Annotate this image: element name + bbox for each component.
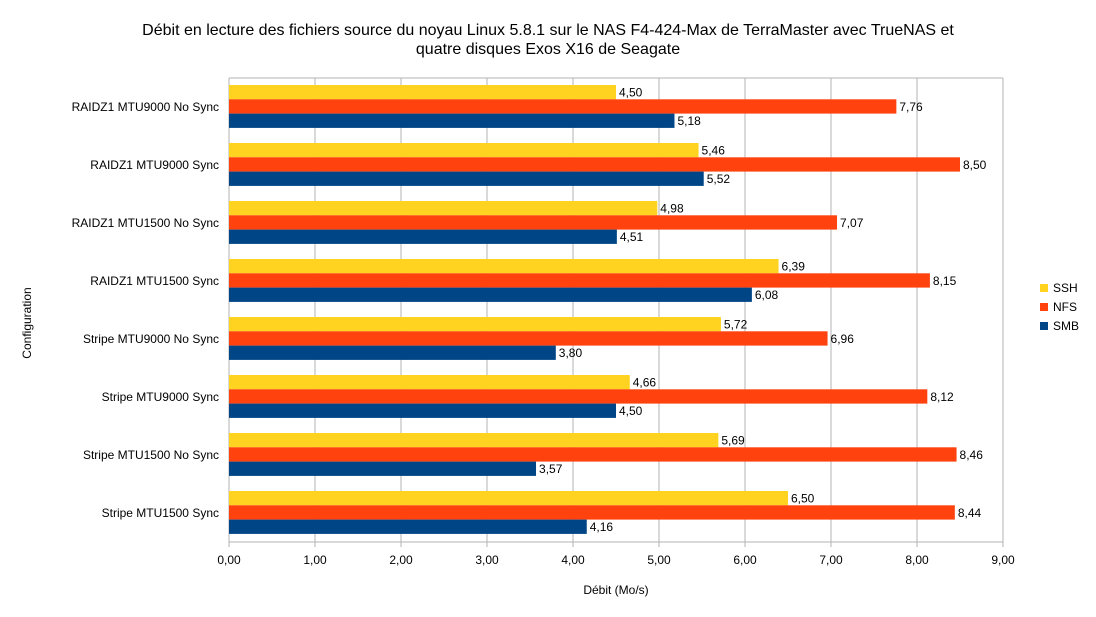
data-label: 8,44 — [958, 506, 982, 520]
bar-nfs — [229, 331, 828, 346]
chart-title-line-2: quatre disques Exos X16 de Seagate — [415, 41, 681, 58]
x-tick-label: 9,00 — [991, 553, 1015, 567]
legend-swatch-smb — [1040, 322, 1048, 330]
legend-label-ssh: SSH — [1053, 281, 1078, 295]
bar-ssh — [229, 143, 699, 158]
y-axis-label: Configuration — [20, 287, 34, 358]
data-label: 4,98 — [660, 202, 684, 216]
legend-swatch-nfs — [1040, 303, 1048, 311]
bar-nfs — [229, 273, 930, 288]
bar-nfs — [229, 157, 960, 172]
x-tick-label: 8,00 — [905, 553, 929, 567]
y-tick-label: RAIDZ1 MTU9000 Sync — [90, 158, 219, 172]
y-tick-label: RAIDZ1 MTU9000 No Sync — [72, 100, 219, 114]
data-label: 3,80 — [559, 346, 583, 360]
x-tick-label: 3,00 — [475, 553, 499, 567]
data-label: 8,12 — [930, 390, 954, 404]
bar-smb — [229, 461, 537, 476]
data-label: 3,57 — [539, 462, 563, 476]
data-label: 6,39 — [782, 260, 806, 274]
data-label: 5,52 — [707, 172, 731, 186]
x-tick-label: 7,00 — [819, 553, 843, 567]
x-axis-label: Débit (Mo/s) — [583, 583, 648, 597]
y-tick-label: RAIDZ1 MTU1500 No Sync — [72, 216, 219, 230]
data-label: 4,66 — [633, 376, 657, 390]
data-label: 4,50 — [619, 404, 643, 418]
bar-smb — [229, 519, 587, 534]
data-label: 8,15 — [933, 274, 957, 288]
x-tick-label: 1,00 — [303, 553, 327, 567]
y-tick-label: RAIDZ1 MTU1500 Sync — [90, 274, 219, 288]
bar-ssh — [229, 433, 719, 448]
bar-nfs — [229, 99, 897, 114]
legend-label-nfs: NFS — [1053, 300, 1077, 314]
bar-ssh — [229, 317, 721, 332]
bar-smb — [229, 287, 752, 302]
data-label: 6,96 — [831, 332, 855, 346]
data-label: 5,46 — [702, 144, 726, 158]
legend-swatch-ssh — [1040, 284, 1048, 292]
data-label: 4,16 — [590, 520, 614, 534]
bar-ssh — [229, 85, 616, 100]
data-label: 5,18 — [677, 114, 701, 128]
bar-ssh — [229, 201, 658, 216]
y-tick-label: Stripe MTU9000 Sync — [102, 390, 219, 404]
x-tick-label: 5,00 — [647, 553, 671, 567]
legend-label-smb: SMB — [1053, 319, 1079, 333]
bar-nfs — [229, 389, 928, 404]
bar-nfs — [229, 505, 955, 520]
bar-smb — [229, 113, 675, 128]
bar-ssh — [229, 491, 788, 506]
y-tick-label: Stripe MTU1500 Sync — [102, 506, 219, 520]
data-label: 6,50 — [791, 492, 815, 506]
data-label: 7,07 — [840, 216, 864, 230]
data-label: 8,50 — [963, 158, 987, 172]
bar-nfs — [229, 215, 838, 230]
bar-nfs — [229, 447, 957, 462]
x-tick-label: 2,00 — [389, 553, 413, 567]
bar-ssh — [229, 259, 779, 274]
x-tick-label: 0,00 — [217, 553, 241, 567]
bar-ssh — [229, 375, 630, 390]
bar-smb — [229, 229, 617, 244]
bar-smb — [229, 403, 616, 418]
y-tick-label: Stripe MTU9000 No Sync — [83, 332, 219, 346]
data-label: 7,76 — [899, 100, 923, 114]
bar-smb — [229, 171, 704, 186]
x-tick-label: 6,00 — [733, 553, 757, 567]
bar-smb — [229, 345, 556, 360]
x-tick-label: 4,00 — [561, 553, 585, 567]
data-label: 5,69 — [721, 434, 745, 448]
data-label: 6,08 — [755, 288, 779, 302]
data-label: 5,72 — [724, 318, 748, 332]
chart-title-line-1: Débit en lecture des fichiers source du … — [142, 22, 954, 39]
data-label: 8,46 — [960, 448, 984, 462]
data-label: 4,51 — [620, 230, 644, 244]
y-tick-label: Stripe MTU1500 No Sync — [83, 448, 219, 462]
data-label: 4,50 — [619, 86, 643, 100]
